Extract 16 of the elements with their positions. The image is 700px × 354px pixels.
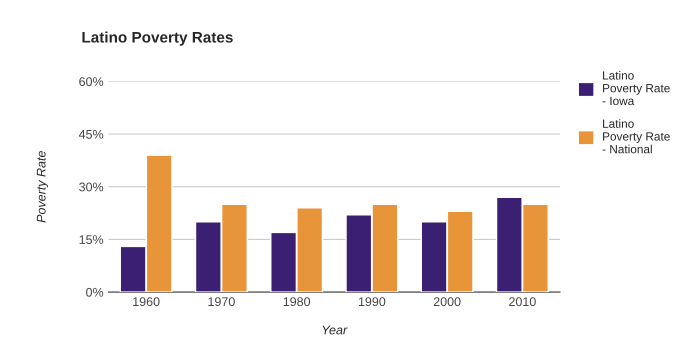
chart-title: Latino Poverty Rates (82, 31, 233, 46)
legend-label: Latino Poverty Rate - National (602, 119, 670, 154)
y-tick-label: 30% (79, 182, 104, 192)
y-tick-label: 15% (80, 235, 104, 244)
x-tick-label: 1970 (208, 297, 235, 306)
x-tick-label: 1990 (358, 297, 386, 306)
y-tick-label: 60% (79, 77, 104, 86)
x-axis-title: Year (322, 326, 348, 334)
y-tick-label: 0% (86, 288, 104, 297)
y-tick-label: 45% (78, 130, 104, 139)
x-tick-label: 2000 (434, 297, 461, 306)
legend-label: Latino Poverty Rate - Iowa (602, 70, 670, 106)
y-axis-title: Poverty Rate (36, 151, 48, 222)
x-tick-label: 1980 (284, 297, 310, 306)
x-tick-label: 1960 (133, 297, 160, 306)
x-tick-label: 2010 (509, 297, 536, 306)
